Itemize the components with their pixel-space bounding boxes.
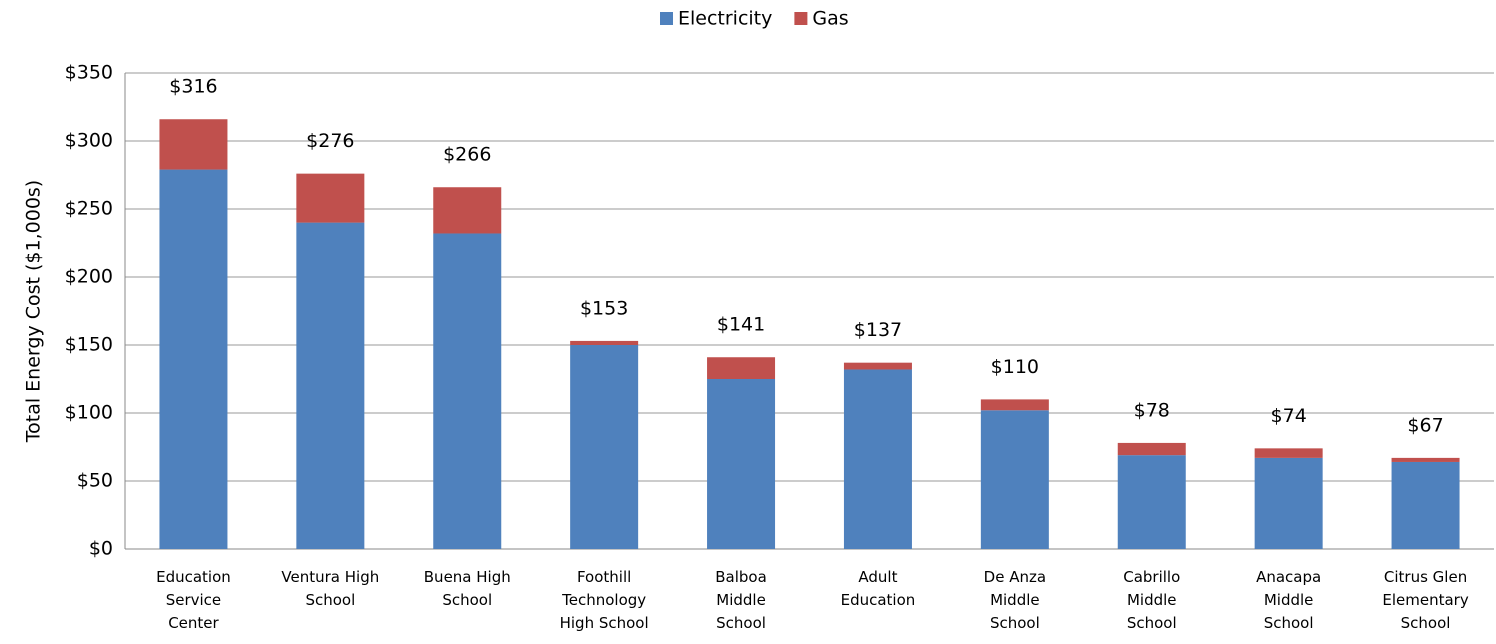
total-label: $276 <box>306 130 354 152</box>
total-label: $78 <box>1134 399 1170 421</box>
x-tick-label: Cabrillo Middle School <box>1123 568 1181 632</box>
bar-segment <box>159 119 228 170</box>
y-axis-label: Total Energy Cost ($1,000s) <box>23 180 45 443</box>
bar-segment <box>707 357 776 379</box>
bar-segment <box>296 173 365 223</box>
bar-segment <box>1117 455 1186 549</box>
bar-segment <box>1391 461 1460 549</box>
y-tick-label: $350 <box>65 62 113 84</box>
bar-segment <box>980 410 1049 549</box>
bar-segment <box>843 362 912 370</box>
total-label: $137 <box>854 319 902 341</box>
legend-label: Electricity <box>678 8 772 30</box>
x-tick-label: Balboa Middle School <box>715 568 767 632</box>
x-tick-label: Buena High School <box>423 568 511 609</box>
total-label: $141 <box>717 314 765 336</box>
x-tick-label: Ventura High School <box>281 568 380 609</box>
y-tick-label: $50 <box>77 470 113 492</box>
bar-segment <box>980 399 1049 411</box>
y-tick-label: $0 <box>89 538 113 560</box>
bar-segment <box>1391 457 1460 462</box>
x-tick-label: De Anza Middle School <box>983 568 1047 632</box>
legend-label: Gas <box>812 8 848 30</box>
bar-segment <box>1254 457 1323 549</box>
bar-segment <box>1254 448 1323 458</box>
bar-segment <box>433 233 502 550</box>
total-label: $153 <box>580 297 628 319</box>
x-tick-label: Citrus Glen Elementary School <box>1382 568 1469 632</box>
bar-segment <box>843 369 912 549</box>
x-tick-label: Adult Education <box>840 568 916 609</box>
total-label: $316 <box>169 76 217 98</box>
bar-segment <box>1117 442 1186 456</box>
total-label: $74 <box>1271 405 1307 427</box>
y-tick-label: $300 <box>65 130 113 152</box>
total-label: $266 <box>443 144 491 166</box>
total-label: $67 <box>1407 414 1443 436</box>
bar-segment <box>159 169 228 549</box>
bar-segment <box>433 187 502 234</box>
bar-segment <box>570 345 639 549</box>
y-tick-label: $100 <box>65 402 113 424</box>
x-tick-label: Foothill Technology High School <box>559 568 649 632</box>
x-tick-label: Education Service Center <box>156 568 231 632</box>
total-label: $110 <box>991 356 1039 378</box>
bar-segment <box>570 340 639 345</box>
bar-segment <box>296 222 365 549</box>
y-tick-label: $250 <box>65 198 113 220</box>
y-tick-label: $150 <box>65 334 113 356</box>
y-tick-label: $200 <box>65 266 113 288</box>
x-tick-label: Anacapa Middle School <box>1256 568 1322 632</box>
bar-segment <box>707 379 776 549</box>
legend-swatch <box>794 12 808 25</box>
legend-swatch <box>660 12 673 25</box>
